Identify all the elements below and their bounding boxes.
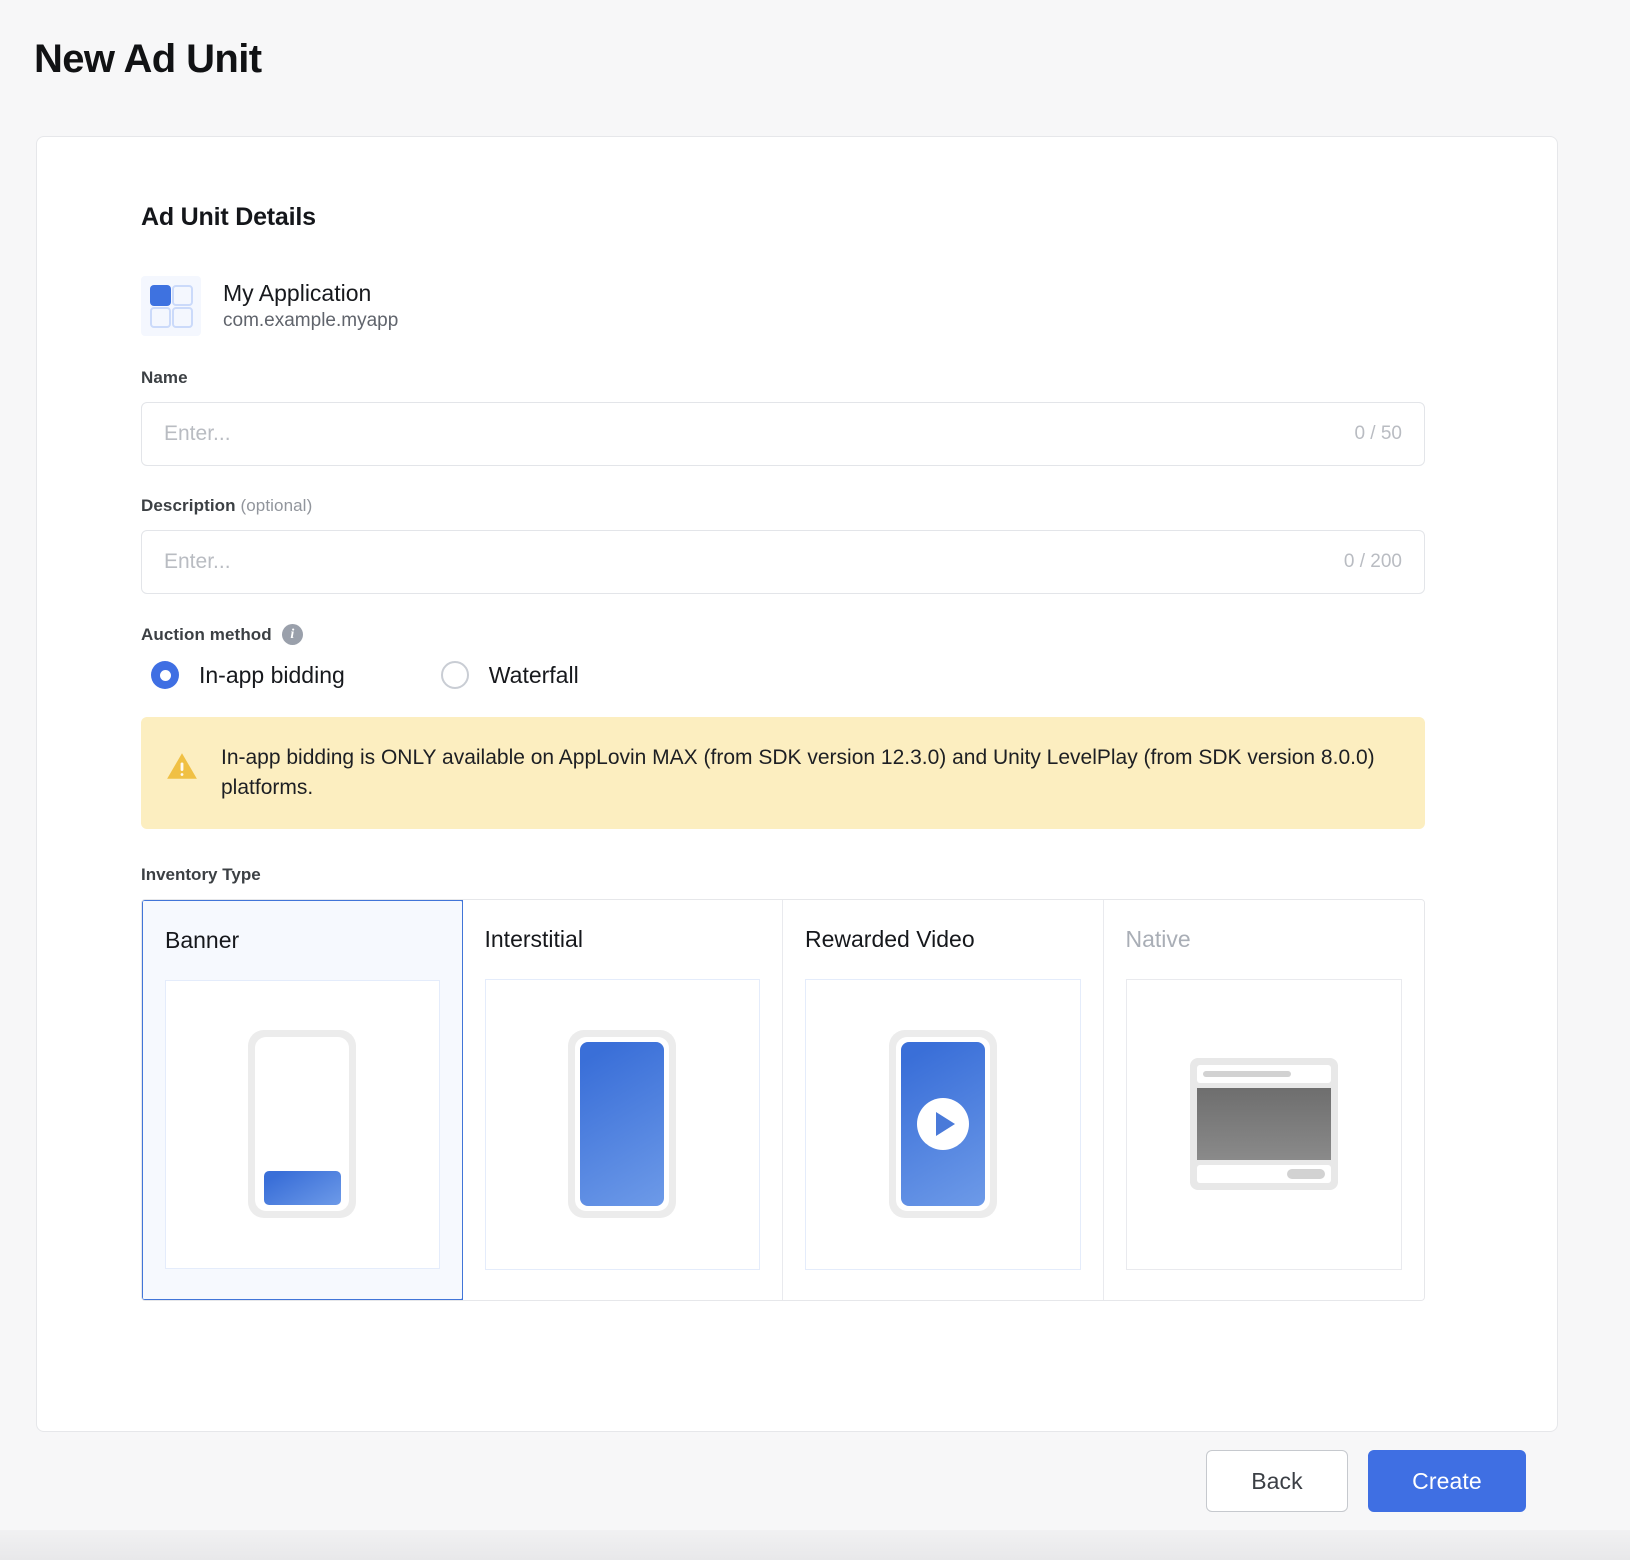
name-input[interactable]: Enter... 0 / 50 — [141, 402, 1425, 466]
app-icon-square-filled — [150, 285, 171, 306]
radio-waterfall[interactable]: Waterfall — [440, 661, 579, 689]
phone-frame — [568, 1030, 677, 1219]
inventory-card-rewarded-video[interactable]: Rewarded Video — [783, 899, 1104, 1300]
description-optional-suffix: (optional) — [240, 496, 313, 515]
form-footer: Back Create — [0, 1432, 1630, 1530]
inventory-card-native-label: Native — [1125, 925, 1191, 952]
play-icon — [916, 1098, 969, 1151]
name-label: Name — [141, 368, 188, 387]
phone-screen — [895, 1037, 990, 1212]
description-input-placeholder: Enter... — [164, 550, 231, 573]
native-mock-frame — [1189, 1058, 1338, 1191]
inventory-card-interstitial-label: Interstitial — [484, 925, 583, 952]
phone-video-play-icon — [805, 978, 1081, 1270]
auction-method-group: Auction method i In-app bidding Waterfal… — [141, 624, 1425, 689]
app-meta: My Application com.example.myapp — [223, 280, 398, 332]
phone-screen — [255, 1037, 350, 1212]
card-content: Ad Unit Details My Application com.examp… — [141, 203, 1425, 1301]
description-label-text: Description — [141, 496, 236, 515]
section-title: Ad Unit Details — [141, 203, 316, 231]
app-icon-square-outline-1 — [172, 285, 193, 306]
application-row: My Application com.example.myapp — [141, 276, 1425, 336]
auction-method-radios: In-app bidding Waterfall — [141, 661, 1425, 689]
native-title-bar — [1196, 1065, 1331, 1084]
radio-waterfall-dot[interactable] — [440, 661, 469, 689]
inventory-type-grid: Banner Interstitial — [141, 898, 1425, 1301]
native-image-area — [1196, 1088, 1331, 1161]
inventory-type-label: Inventory Type — [141, 864, 261, 884]
inventory-type-group: Inventory Type Banner I — [141, 865, 1425, 1301]
native-card-icon — [1125, 978, 1402, 1270]
warning-text: In-app bidding is ONLY available on AppL… — [221, 746, 1375, 799]
phone-fullscreen-ad-icon — [484, 978, 760, 1270]
page-title: New Ad Unit — [34, 37, 262, 81]
name-input-placeholder: Enter... — [164, 422, 231, 445]
radio-waterfall-label: Waterfall — [488, 661, 579, 688]
phone-banner-ad-icon — [165, 979, 440, 1269]
radio-in-app-bidding-dot[interactable] — [151, 661, 179, 689]
inventory-card-rewarded-video-label: Rewarded Video — [805, 925, 975, 952]
back-button[interactable]: Back — [1206, 1450, 1348, 1512]
app-icon-square-outline-3 — [172, 307, 193, 328]
create-button[interactable]: Create — [1368, 1450, 1526, 1512]
name-char-counter: 0 / 50 — [1354, 423, 1402, 444]
phone-frame — [248, 1030, 357, 1219]
play-triangle — [936, 1112, 956, 1137]
ad-unit-details-card: Ad Unit Details My Application com.examp… — [36, 136, 1558, 1432]
inventory-card-native: Native — [1103, 899, 1424, 1300]
radio-in-app-bidding[interactable]: In-app bidding — [151, 661, 345, 689]
bottom-strip — [0, 1530, 1630, 1560]
app-icon-square-outline-2 — [150, 307, 171, 328]
native-cta-bar — [1196, 1165, 1331, 1184]
description-char-counter: 0 / 200 — [1343, 551, 1402, 572]
auction-method-label: Auction method — [141, 624, 272, 644]
description-input[interactable]: Enter... 0 / 200 — [141, 530, 1425, 594]
inventory-card-interstitial[interactable]: Interstitial — [462, 899, 783, 1300]
app-name: My Application — [223, 279, 372, 306]
name-field-group: Name Enter... 0 / 50 — [141, 368, 1425, 466]
info-icon[interactable]: i — [281, 624, 303, 645]
app-package-name: com.example.myapp — [223, 310, 399, 332]
warning-triangle-icon — [165, 749, 199, 783]
inventory-card-banner-label: Banner — [165, 926, 240, 953]
app-grid-icon — [141, 276, 201, 336]
description-field-group: Description (optional) Enter... 0 / 200 — [141, 496, 1425, 594]
description-label: Description (optional) — [141, 496, 1425, 516]
radio-in-app-bidding-label: In-app bidding — [199, 661, 345, 688]
inventory-card-banner[interactable]: Banner — [142, 899, 464, 1300]
fullscreen-ad-fill — [580, 1042, 665, 1207]
in-app-bidding-warning-banner: In-app bidding is ONLY available on AppL… — [141, 717, 1425, 829]
auction-method-label-row: Auction method i — [141, 624, 1425, 645]
phone-frame — [888, 1030, 997, 1219]
video-ad-fill — [900, 1042, 985, 1207]
phone-screen — [575, 1037, 670, 1212]
banner-ad-bar — [263, 1171, 341, 1206]
